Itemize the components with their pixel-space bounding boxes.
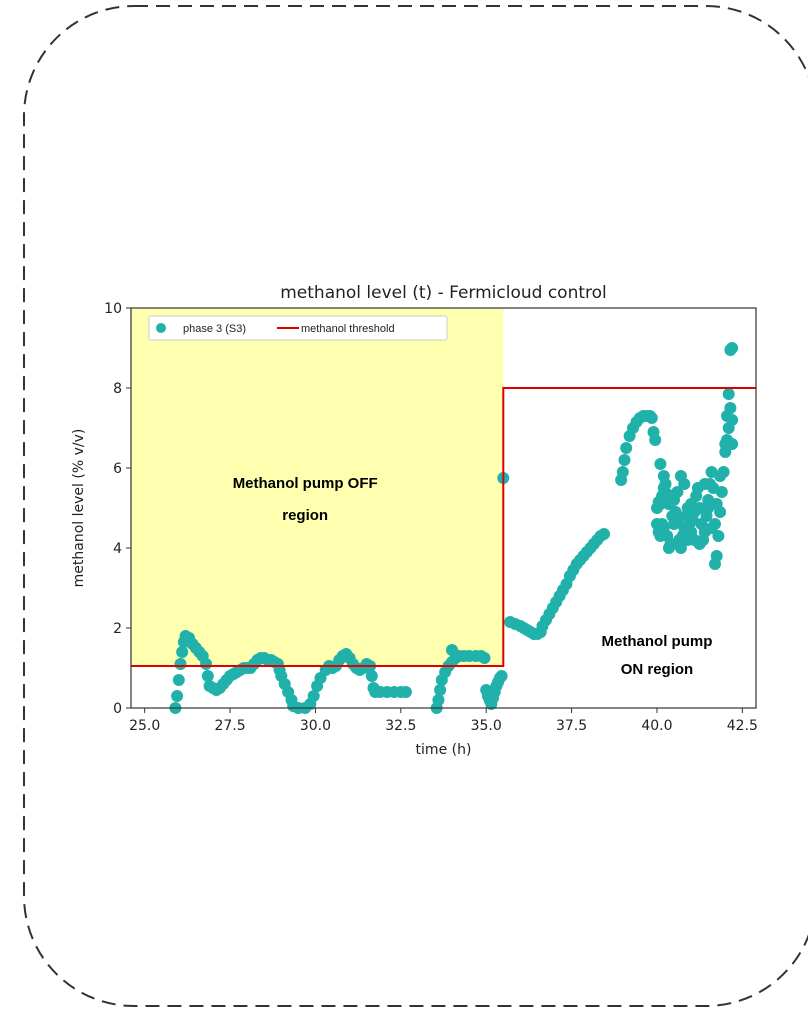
x-tick-label: 30.0: [300, 718, 331, 734]
data-point: [678, 478, 691, 490]
y-axis-label: methanol level (% v/v): [71, 429, 87, 588]
chart-title: methanol level (t) - Fermicloud control: [280, 283, 607, 303]
legend-marker-scatter: [156, 323, 166, 333]
dashed-border: [23, 5, 808, 1007]
region-annotation: ON region: [621, 661, 694, 678]
y-axis: 0 2 4 6 8 10: [104, 301, 131, 717]
data-point: [693, 538, 706, 550]
data-point: [495, 670, 508, 682]
legend-label-threshold: methanol threshold: [301, 323, 395, 335]
data-point: [649, 434, 662, 446]
data-point: [726, 342, 739, 354]
data-point: [478, 652, 491, 664]
data-point: [365, 670, 378, 682]
data-point: [709, 558, 721, 570]
data-point: [654, 458, 667, 470]
data-point: [200, 658, 213, 670]
data-point: [171, 690, 184, 702]
data-point: [620, 442, 633, 454]
data-point: [176, 646, 189, 658]
data-point: [598, 528, 610, 540]
scatter-points: [169, 342, 739, 714]
x-tick-label: 42.5: [727, 718, 758, 734]
y-tick-label: 10: [104, 301, 122, 317]
data-point: [726, 438, 739, 450]
axes-frame: [130, 307, 757, 709]
data-point: [671, 486, 684, 498]
x-tick-label: 37.5: [556, 718, 587, 734]
data-point: [722, 388, 735, 400]
y-tick-label: 4: [113, 541, 122, 557]
threshold-line: [131, 387, 756, 667]
annotations: Methanol pump OFF region Methanol pump ON r…: [233, 475, 713, 678]
legend: phase 3 (S3) methanol threshold: [148, 315, 448, 341]
x-tick-label: 25.0: [129, 718, 160, 734]
data-point: [724, 402, 737, 414]
x-tick-label: 32.5: [385, 718, 416, 734]
data-point: [726, 414, 739, 426]
region-annotation: Methanol pump OFF: [233, 475, 378, 492]
data-point: [432, 694, 445, 706]
data-point: [172, 674, 185, 686]
data-point: [616, 466, 629, 478]
x-tick-label: 27.5: [214, 718, 245, 734]
region-annotation: Methanol pump: [602, 633, 713, 650]
pump-off-region: [131, 308, 504, 666]
data-point: [685, 498, 698, 510]
y-tick-label: 6: [113, 461, 122, 477]
data-point: [705, 522, 718, 534]
data-point: [174, 658, 187, 670]
data-point: [434, 684, 447, 696]
data-point: [201, 670, 214, 682]
x-tick-label: 35.0: [471, 718, 502, 734]
data-point: [399, 686, 412, 698]
data-point: [674, 542, 687, 554]
x-axis: 25.0 27.5 30.0 32.5 35.0 37.5 40.0 42.5: [129, 708, 758, 734]
region-annotation: region: [282, 507, 328, 524]
data-point: [668, 518, 680, 530]
data-point: [710, 498, 723, 510]
data-point: [645, 412, 658, 424]
y-tick-label: 8: [113, 381, 122, 397]
data-point: [715, 486, 728, 498]
x-axis-label: time (h): [416, 742, 472, 758]
x-tick-label: 40.0: [641, 718, 672, 734]
data-point: [307, 690, 320, 702]
data-point: [714, 470, 727, 482]
data-point: [662, 542, 675, 554]
data-point: [618, 454, 631, 466]
y-tick-label: 2: [113, 621, 122, 637]
data-point: [712, 530, 725, 542]
y-tick-label: 0: [113, 701, 122, 717]
data-point: [698, 478, 711, 490]
legend-label-scatter: phase 3 (S3): [183, 323, 246, 335]
data-point: [657, 470, 670, 482]
